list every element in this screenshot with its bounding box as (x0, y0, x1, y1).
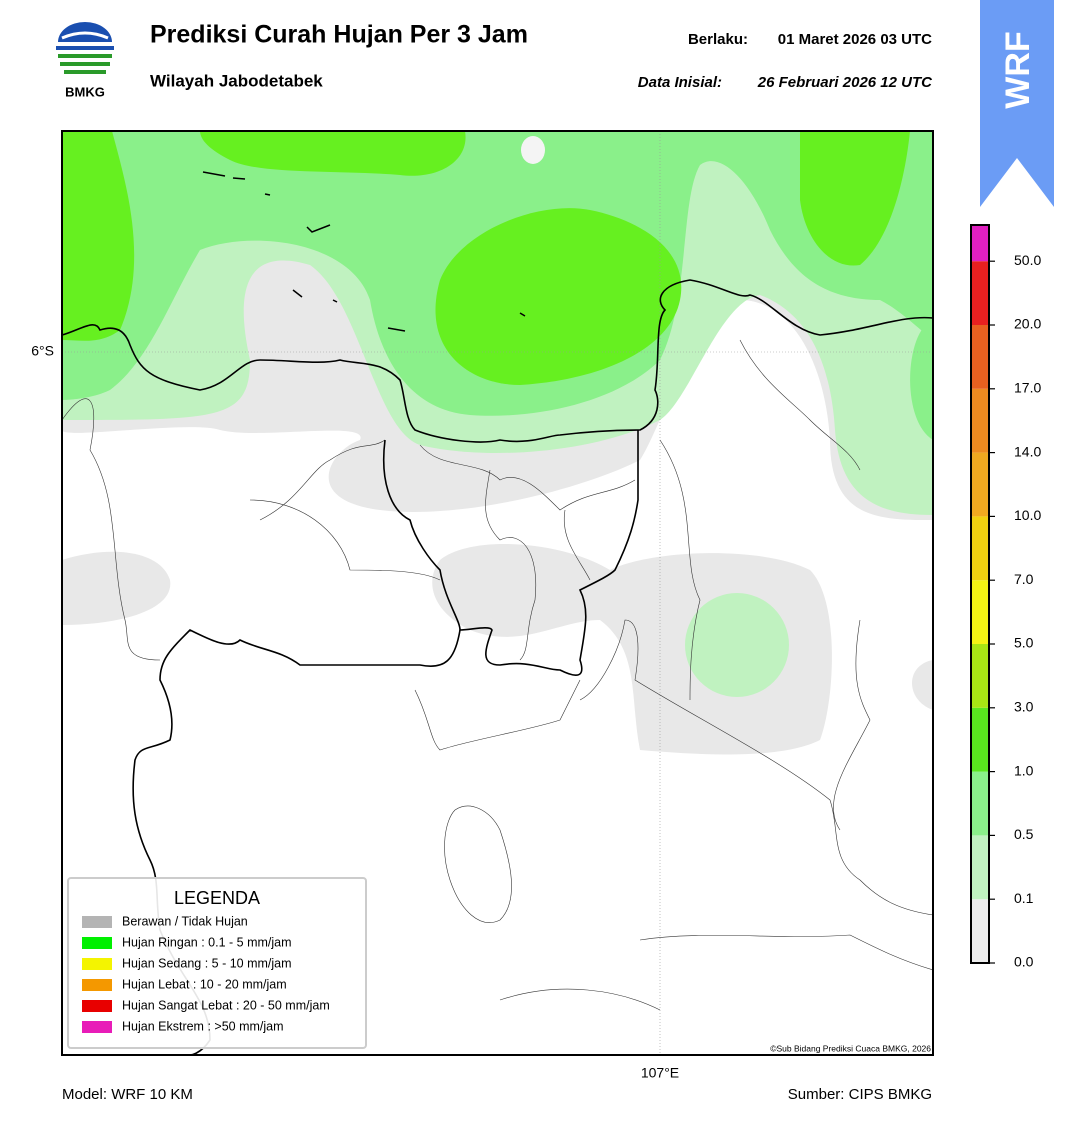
wrf-badge: WRF (980, 0, 1054, 207)
colorbar-segment (971, 325, 989, 389)
init-label: Data Inisial: (638, 74, 722, 91)
colorbar-segment (971, 225, 989, 262)
colorbar-segment (971, 835, 989, 900)
model: Model: WRF 10 KM (62, 1086, 193, 1103)
legend-swatch (82, 1000, 112, 1012)
colorbar-segment (971, 452, 989, 517)
colorbar-segment (971, 707, 989, 772)
legend-label: Berawan / Tidak Hujan (122, 914, 248, 928)
colorbar-tick-label: 17.0 (1014, 380, 1041, 396)
colorbar: 0.0 0.1 0.5 1.0 3.0 5.0 7.0 10.0 14.0 17.0 20.0 50.… (970, 224, 1041, 970)
legend-label: Hujan Ringan : 0.1 - 5 mm/jam (122, 935, 292, 949)
colorbar-tick-label: 50.0 (1014, 252, 1041, 268)
colorbar-tick-label: 3.0 (1014, 699, 1034, 715)
colorbar-frame (970, 224, 990, 964)
logo: BMKG (56, 22, 114, 99)
legend-label: Hujan Sangat Lebat : 20 - 50 mm/jam (122, 998, 330, 1012)
colorbar-tick-label: 5.0 (1014, 635, 1034, 651)
legend-swatch (82, 937, 112, 949)
colorbar-segment (971, 580, 989, 644)
colorbar-tick-label: 0.0 (1014, 954, 1034, 970)
colorbar-tick-label: 7.0 (1014, 571, 1034, 587)
legend-label: Hujan Ekstrem : >50 mm/jam (122, 1019, 284, 1033)
source: Sumber: CIPS BMKG (788, 1086, 932, 1103)
colorbar-segment (971, 388, 989, 453)
legend-swatch (82, 958, 112, 970)
legend: LEGENDA Berawan / Tidak Hujan Hujan Ringa… (67, 877, 367, 1049)
subtitle: Wilayah Jabodetabek (150, 71, 323, 90)
colorbar-tick-label: 0.1 (1014, 890, 1034, 906)
lat-label: 6°S (31, 343, 54, 359)
credit: ©Sub Bidang Prediksi Cuaca BMKG, 2026 (770, 1043, 931, 1053)
colorbar-segment (971, 899, 989, 963)
colorbar-tick-label: 10.0 (1014, 507, 1041, 523)
title: Prediksi Curah Hujan Per 3 Jam (150, 21, 528, 49)
valid-time: 01 Maret 2026 03 UTC (778, 31, 932, 48)
legend-label: Hujan Lebat : 10 - 20 mm/jam (122, 977, 287, 991)
legend-swatch (82, 1021, 112, 1033)
legend-swatch (82, 979, 112, 991)
map-frame (61, 130, 934, 1056)
badge-text: WRF (999, 31, 1037, 108)
colorbar-tick-label: 14.0 (1014, 443, 1041, 459)
legend-label: Hujan Sedang : 5 - 10 mm/jam (122, 956, 292, 970)
lon-label: 107°E (641, 1065, 679, 1081)
colorbar-tick-label: 1.0 (1014, 762, 1034, 778)
colorbar-segment (971, 771, 989, 836)
colorbar-segment (971, 261, 989, 325)
colorbar-segment (971, 644, 989, 708)
colorbar-tick-label: 20.0 (1014, 316, 1041, 332)
colorbar-tick-label: 0.5 (1014, 826, 1034, 842)
legend-swatch (82, 916, 112, 928)
colorbar-segment (971, 516, 989, 581)
init-time: 26 Februari 2026 12 UTC (757, 74, 933, 91)
logo-text: BMKG (65, 84, 105, 99)
legend-title: LEGENDA (174, 888, 260, 908)
valid-label: Berlaku: (688, 31, 748, 48)
